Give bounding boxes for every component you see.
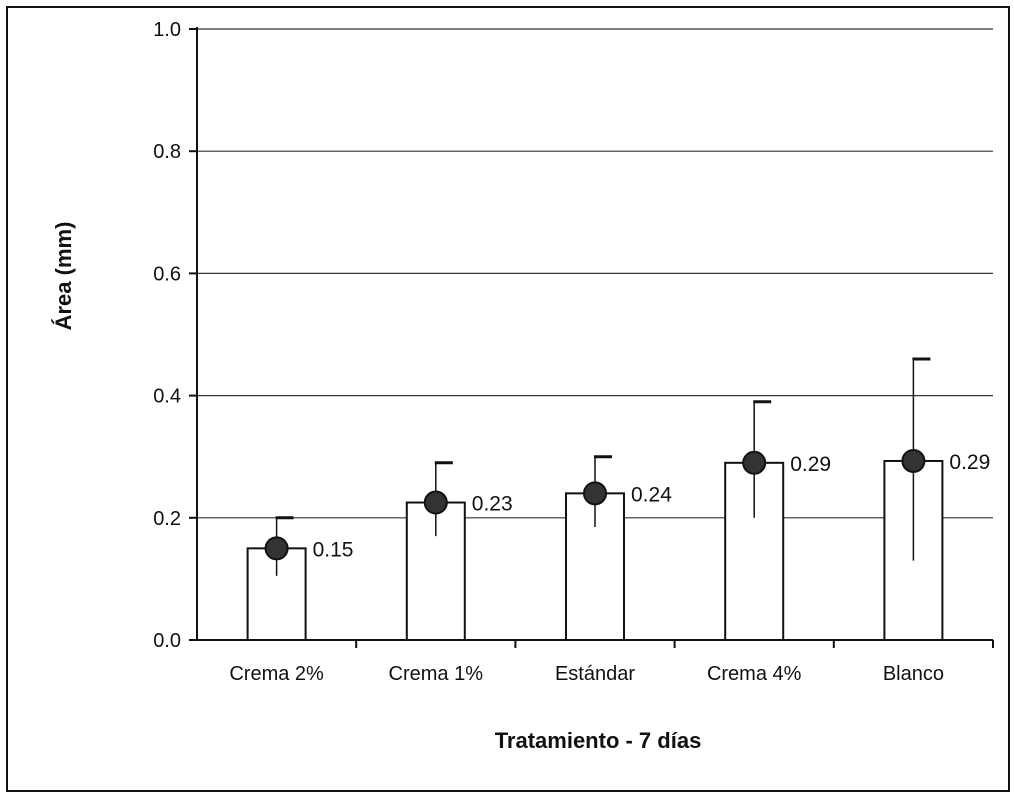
y-tick-labels: 0.0 0.2 0.4 0.6 0.8 1.0 [153, 19, 181, 652]
x-tick-label: Blanco [883, 663, 944, 685]
data-label: 0.24 [631, 483, 672, 506]
mean-marker [264, 536, 289, 561]
y-tick-label: 0.2 [153, 508, 181, 530]
data-label: 0.29 [790, 453, 831, 476]
y-tick-label: 1.0 [153, 19, 181, 41]
x-tick-label: Estándar [555, 663, 635, 685]
bars [246, 459, 944, 641]
x-tick-labels: Crema 2% Crema 1% Estándar Crema 4% Blanco [229, 663, 944, 685]
data-label: 0.29 [949, 451, 990, 474]
y-tick-label: 0.6 [153, 263, 181, 285]
data-label: 0.23 [472, 493, 513, 516]
gridlines [197, 28, 993, 519]
x-axis-title: Tratamiento - 7 días [495, 728, 702, 753]
x-tick-label: Crema 2% [229, 663, 324, 685]
mean-marker [742, 450, 767, 475]
y-axis-title: Área (mm) [51, 222, 76, 331]
data-labels: 0.15 0.23 0.24 0.29 0.29 [313, 451, 991, 561]
mean-marker [901, 448, 926, 473]
data-label: 0.15 [313, 538, 354, 561]
y-tick-label: 0.8 [153, 141, 181, 163]
x-tick-label: Crema 4% [707, 663, 802, 685]
mean-markers [264, 448, 926, 561]
mean-marker [583, 481, 607, 506]
mean-marker [423, 490, 448, 515]
y-tick-label: 0.4 [153, 386, 181, 408]
y-tick-label: 0.0 [153, 630, 181, 652]
x-tick-label: Crema 1% [389, 663, 484, 685]
chart-frame [6, 6, 1010, 792]
axes [189, 27, 994, 648]
